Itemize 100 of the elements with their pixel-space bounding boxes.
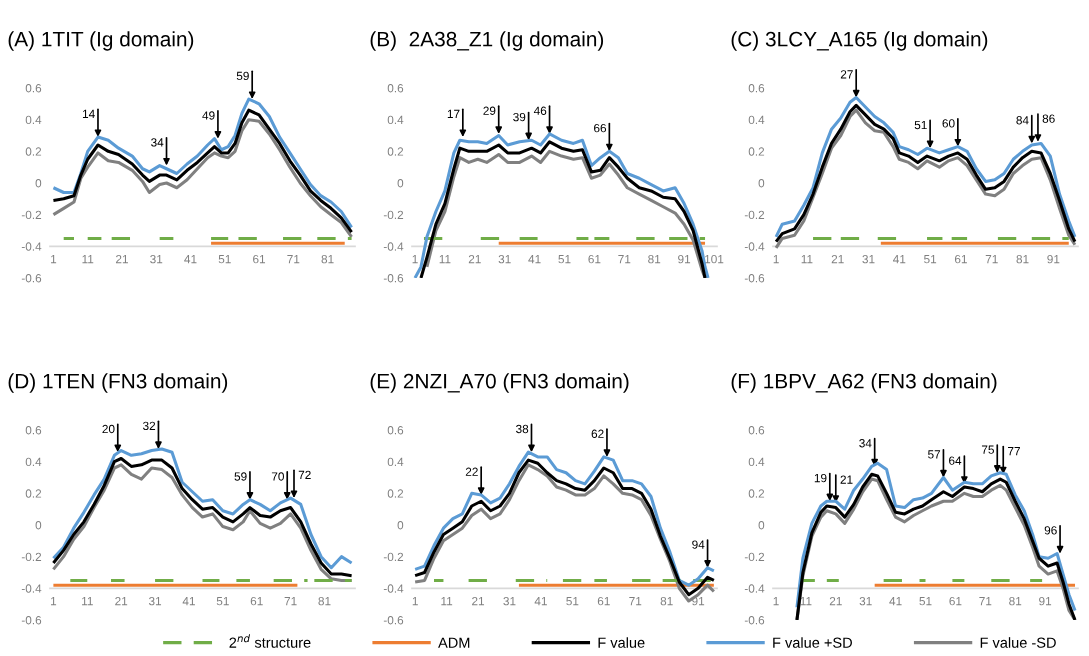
x-tick-label: 1 — [51, 597, 57, 606]
annotation: 96 — [1044, 526, 1057, 535]
annotation: 62 — [591, 429, 604, 438]
y-tick-label: -0.2 — [21, 210, 42, 220]
x-tick-label: 31 — [859, 596, 872, 606]
annotation: 46 — [533, 106, 547, 115]
x-tick-label: 81 — [1016, 254, 1029, 264]
y-tick-label: 0.4 — [748, 115, 765, 125]
x-tick-label: 91 — [678, 254, 691, 264]
annotation: 59 — [236, 71, 249, 81]
y-tick-label: 0.6 — [748, 426, 765, 435]
x-tick-label: 71 — [629, 597, 642, 606]
annotation: 94 — [692, 540, 705, 549]
x-tick-label: 61 — [949, 596, 962, 606]
y-tick-label: 0.6 — [25, 84, 42, 93]
x-tick-label: 31 — [862, 254, 875, 264]
y-tick-label: -0.6 — [744, 616, 765, 625]
x-tick-label: 51 — [566, 597, 579, 606]
x-tick-label: 41 — [182, 597, 195, 606]
x-tick-label: 11 — [82, 597, 93, 606]
x-tick-label: 41 — [889, 597, 902, 606]
y-tick-label: 0.4 — [387, 115, 404, 125]
annotation: 27 — [840, 70, 853, 79]
annotation: 17 — [447, 109, 460, 118]
x-tick-label: 31 — [498, 254, 511, 264]
y-tick-label: -0.4 — [744, 584, 765, 593]
x-tick-label: 41 — [534, 597, 547, 606]
y-tick-label: 0.6 — [25, 426, 42, 435]
y-tick-label: 0.6 — [387, 84, 404, 93]
x-tick-label: 21 — [468, 254, 481, 264]
x-tick-label: 61 — [597, 596, 610, 606]
x-tick-label: 71 — [985, 255, 998, 264]
x-tick-label: 1 — [773, 597, 779, 606]
annotation: 84 — [1016, 116, 1029, 125]
x-tick-label: 91 — [1039, 596, 1052, 606]
x-tick-label: 21 — [829, 596, 842, 606]
annotation: 29 — [483, 106, 496, 115]
chart-title: (F) 1BPV_A62 (FN3 domain) — [731, 373, 997, 393]
annotation: 70 — [271, 472, 284, 481]
annotation: 39 — [513, 112, 526, 122]
x-tick-label: 11 — [801, 255, 813, 264]
x-tick-label: 31 — [503, 596, 516, 606]
x-tick-label: 91 — [1047, 254, 1060, 264]
x-tick-label: 81 — [321, 254, 334, 264]
annotation: 20 — [102, 424, 115, 434]
y-tick-label: 0.2 — [748, 489, 765, 498]
annotation: 59 — [234, 472, 247, 481]
annotation: 34 — [151, 138, 164, 147]
y-tick-label: 0 — [35, 179, 42, 188]
x-tick-label: 21 — [472, 596, 485, 606]
x-tick-label: 71 — [284, 597, 297, 606]
y-tick-label: 0 — [397, 179, 404, 188]
x-tick-label: 51 — [218, 255, 231, 264]
annotation: 49 — [202, 111, 215, 120]
annotation: 75 — [981, 445, 994, 454]
y-tick-label: 0 — [397, 521, 404, 530]
annotation: 14 — [82, 109, 95, 118]
x-tick-label: 61 — [253, 254, 266, 264]
annotation: 22 — [465, 467, 478, 476]
x-tick-label: 71 — [287, 255, 300, 264]
y-tick-label: 0.2 — [387, 147, 404, 156]
x-tick-label: 11 — [82, 255, 94, 264]
annotation: 64 — [949, 456, 962, 465]
annotation: 86 — [1042, 114, 1055, 123]
y-tick-label: 0.4 — [387, 457, 404, 467]
y-tick-label: -0.6 — [21, 274, 42, 283]
y-tick-label: 0.6 — [387, 426, 404, 435]
annotation: 32 — [142, 421, 156, 430]
x-tick-label: 71 — [618, 255, 631, 264]
legend-label: ADM — [438, 637, 470, 648]
y-tick-label: -0.2 — [744, 552, 765, 562]
y-tick-label: -0.2 — [383, 552, 404, 562]
y-tick-label: 0 — [758, 179, 765, 188]
annotation: 60 — [942, 119, 955, 128]
x-tick-label: 11 — [441, 597, 453, 606]
annotation: 77 — [1008, 447, 1020, 456]
x-tick-label: 81 — [1009, 596, 1022, 606]
annotation: 72 — [298, 470, 311, 479]
y-tick-label: -0.4 — [383, 242, 404, 251]
x-tick-label: 41 — [184, 255, 197, 264]
y-tick-label: 0.4 — [25, 115, 42, 125]
annotation: 19 — [814, 473, 827, 483]
annotation: 38 — [516, 424, 529, 434]
x-tick-label: 61 — [250, 596, 263, 606]
x-tick-label: 11 — [439, 255, 451, 264]
y-tick-label: -0.6 — [744, 274, 765, 283]
legend-label: 2$^{nd}$ structure — [229, 634, 311, 648]
y-tick-label: -0.4 — [21, 242, 42, 251]
x-tick-label: 1 — [412, 255, 418, 264]
y-tick-label: -0.4 — [21, 584, 42, 593]
y-tick-label: -0.2 — [383, 210, 404, 220]
chart-title: (E) 2NZI_A70 (FN3 domain) — [370, 373, 629, 393]
x-tick-label: 81 — [318, 596, 331, 606]
y-tick-label: -0.4 — [383, 584, 404, 593]
x-tick-label: 1 — [412, 597, 418, 606]
x-tick-label: 1 — [773, 255, 779, 264]
y-tick-label: 0.2 — [387, 489, 404, 498]
chart-title: (A) 1TIT (Ig domain) — [8, 31, 194, 51]
x-tick-label: 51 — [558, 255, 571, 264]
chart-title: (D) 1TEN (FN3 domain) — [8, 373, 228, 393]
